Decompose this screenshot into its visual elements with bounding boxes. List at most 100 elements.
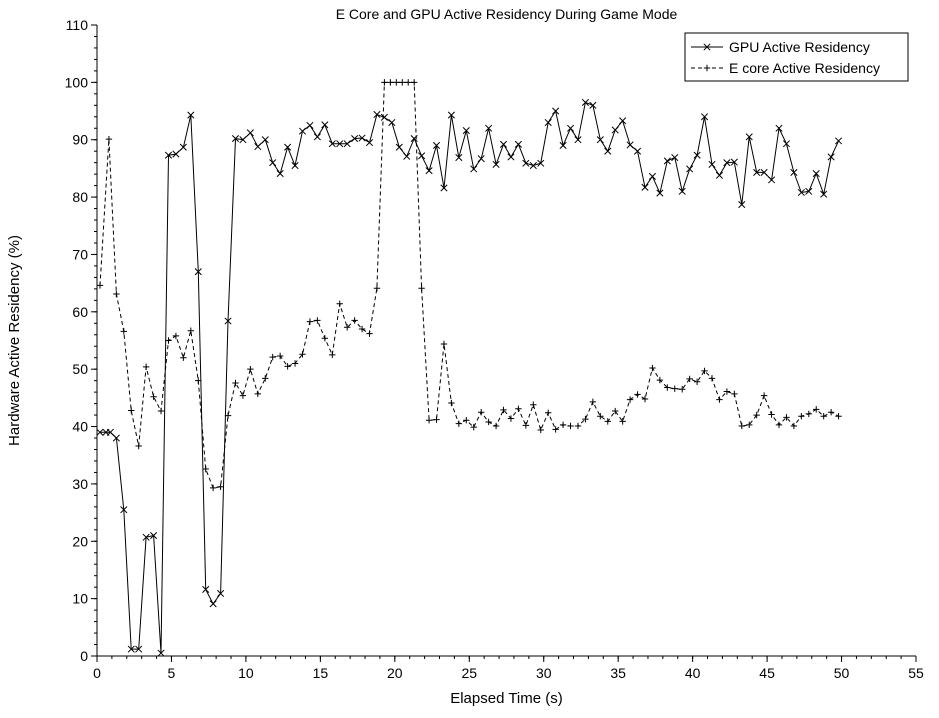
data-point — [455, 153, 463, 162]
data-point — [626, 141, 634, 149]
data-point — [366, 330, 373, 337]
data-point — [462, 126, 470, 135]
legend: GPU Active Residency E core Active Resid… — [684, 32, 909, 82]
data-point — [254, 143, 262, 151]
data-point — [716, 396, 723, 403]
data-point — [455, 420, 463, 427]
data-point — [321, 121, 329, 129]
y-tick-label: 20 — [72, 533, 88, 549]
y-tick-label: 50 — [72, 361, 88, 377]
data-point — [477, 155, 485, 163]
data-point — [738, 422, 745, 430]
data-point — [425, 417, 433, 424]
data-point — [708, 375, 716, 382]
data-point — [448, 399, 455, 407]
y-tick-label: 100 — [65, 74, 89, 90]
y-tick-label: 110 — [66, 17, 89, 33]
data-point — [165, 337, 172, 344]
data-point — [187, 111, 195, 119]
legend-label-gpu: GPU Active Residency — [729, 39, 870, 55]
data-point — [381, 79, 388, 86]
data-point — [544, 409, 552, 416]
data-point — [664, 384, 671, 391]
data-point — [180, 354, 187, 361]
data-point — [477, 409, 485, 416]
x-tick-label: 0 — [93, 665, 101, 681]
data-point — [760, 392, 768, 399]
data-point — [343, 140, 351, 148]
data-point — [835, 137, 843, 145]
data-point — [492, 160, 500, 168]
data-point — [313, 133, 321, 141]
data-point — [805, 410, 812, 418]
data-point — [700, 113, 709, 121]
x-axis-title: Elapsed Time (s) — [450, 690, 563, 707]
data-point — [298, 127, 307, 135]
data-point — [574, 422, 582, 430]
data-point — [522, 422, 530, 429]
data-point — [351, 317, 358, 324]
y-tick-label: 60 — [72, 304, 88, 320]
series-line-0 — [100, 101, 840, 654]
data-point — [641, 183, 649, 191]
legend-entry-gpu: GPU Active Residency — [691, 39, 870, 55]
data-point — [753, 411, 760, 419]
data-point — [164, 151, 173, 159]
data-point — [187, 327, 195, 334]
data-point — [470, 423, 477, 431]
data-point — [351, 135, 359, 143]
y-tick-label: 10 — [72, 591, 88, 607]
data-point — [393, 79, 400, 86]
data-point — [492, 422, 500, 430]
data-point — [262, 375, 269, 382]
x-tick-label: 35 — [610, 665, 626, 681]
data-point — [507, 153, 515, 161]
data-point — [128, 407, 135, 414]
data-point — [686, 165, 694, 173]
data-point — [284, 143, 292, 151]
data-point — [835, 413, 842, 420]
data-point — [150, 531, 158, 540]
data-point — [387, 79, 394, 86]
data-point — [194, 268, 202, 276]
data-point — [656, 376, 664, 384]
data-point — [425, 167, 433, 175]
x-tick-label: 5 — [168, 665, 176, 681]
data-point — [447, 111, 455, 119]
y-tick-label: 40 — [72, 419, 88, 435]
data-point — [96, 282, 104, 289]
data-point — [537, 159, 545, 167]
data-point — [790, 168, 798, 176]
series-1 — [96, 79, 842, 492]
y-tick-label: 70 — [72, 246, 88, 262]
data-point — [537, 426, 544, 434]
data-point — [827, 153, 835, 161]
data-point — [619, 117, 627, 125]
data-point — [418, 285, 425, 292]
data-point — [768, 176, 776, 184]
legend-label-e-core: E core Active Residency — [729, 60, 880, 76]
data-point — [254, 390, 262, 398]
data-point — [269, 159, 277, 167]
data-point — [440, 340, 448, 348]
data-point — [775, 124, 783, 132]
data-point — [686, 375, 693, 383]
x-tick-label: 30 — [536, 665, 552, 681]
data-point — [626, 396, 634, 403]
data-point — [329, 351, 336, 359]
y-tick-label: 90 — [72, 132, 88, 148]
data-point — [760, 168, 768, 176]
data-point — [768, 411, 775, 418]
data-point — [753, 168, 761, 176]
data-point — [388, 118, 396, 127]
data-point — [321, 335, 329, 342]
data-point — [239, 392, 247, 399]
data-point — [723, 159, 731, 167]
x-tick-label: 20 — [387, 665, 403, 681]
data-point — [731, 390, 738, 398]
data-point — [291, 161, 299, 170]
data-point — [403, 152, 411, 160]
data-point — [291, 360, 299, 367]
data-point — [299, 351, 306, 358]
data-point — [633, 147, 642, 155]
